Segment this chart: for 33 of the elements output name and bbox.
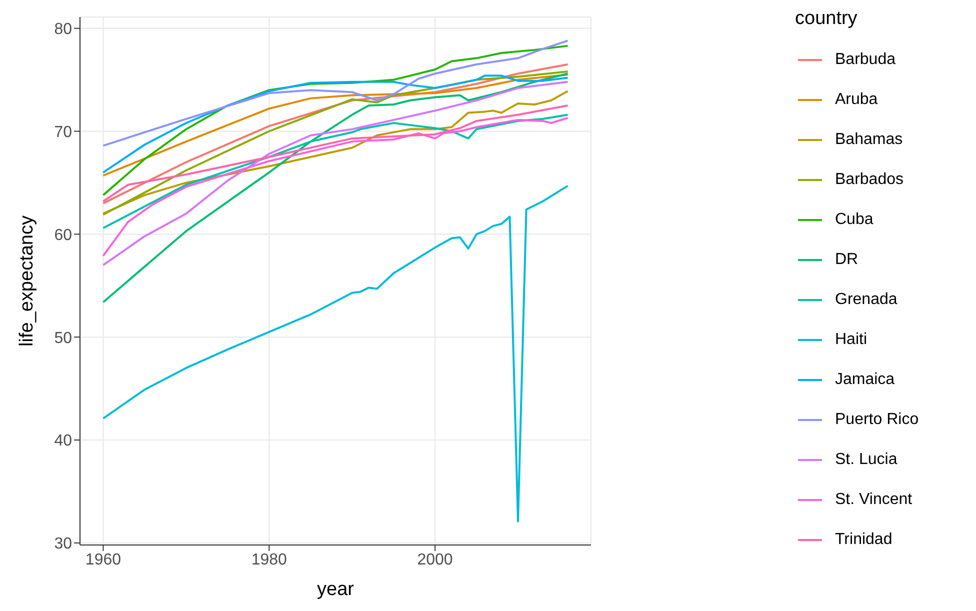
legend-label: Aruba <box>835 91 878 109</box>
y-tick-label: 30 <box>54 536 72 553</box>
line-series <box>102 116 569 257</box>
y-tick-label: 50 <box>54 330 72 347</box>
line-series <box>102 80 569 266</box>
line-series <box>102 40 569 147</box>
line-series <box>102 184 569 522</box>
legend-label: Jamaica <box>835 371 895 389</box>
legend-label: DR <box>835 251 858 269</box>
line-series <box>102 104 569 202</box>
legend-label: Bahamas <box>835 131 903 149</box>
legend-label: Trinidad <box>835 531 892 549</box>
x-tick-label: 1960 <box>85 551 122 568</box>
y-tick-label: 40 <box>54 432 72 450</box>
legend-label: Barbuda <box>835 51 896 69</box>
legend-label: Cuba <box>835 211 874 229</box>
line-series <box>102 114 569 229</box>
line-series <box>102 72 569 304</box>
legend-label: Puerto Rico <box>835 411 919 429</box>
line-series <box>102 44 569 196</box>
y-axis-title: life_expectancy <box>16 215 38 346</box>
legend-label: Barbados <box>835 171 904 189</box>
y-tick-label: 60 <box>54 226 72 244</box>
x-axis-title: year <box>317 579 355 600</box>
y-tick-label: 80 <box>54 21 72 38</box>
legend-label: Haiti <box>835 331 868 349</box>
legend-label: St. Lucia <box>835 451 898 469</box>
legend-label: Grenada <box>835 291 898 309</box>
x-tick-label: 2000 <box>417 551 453 568</box>
y-tick-label: 70 <box>54 124 72 141</box>
legend-label: St. Vincent <box>835 491 912 509</box>
legend-title: country <box>795 8 858 30</box>
x-tick-label: 1980 <box>251 551 288 568</box>
